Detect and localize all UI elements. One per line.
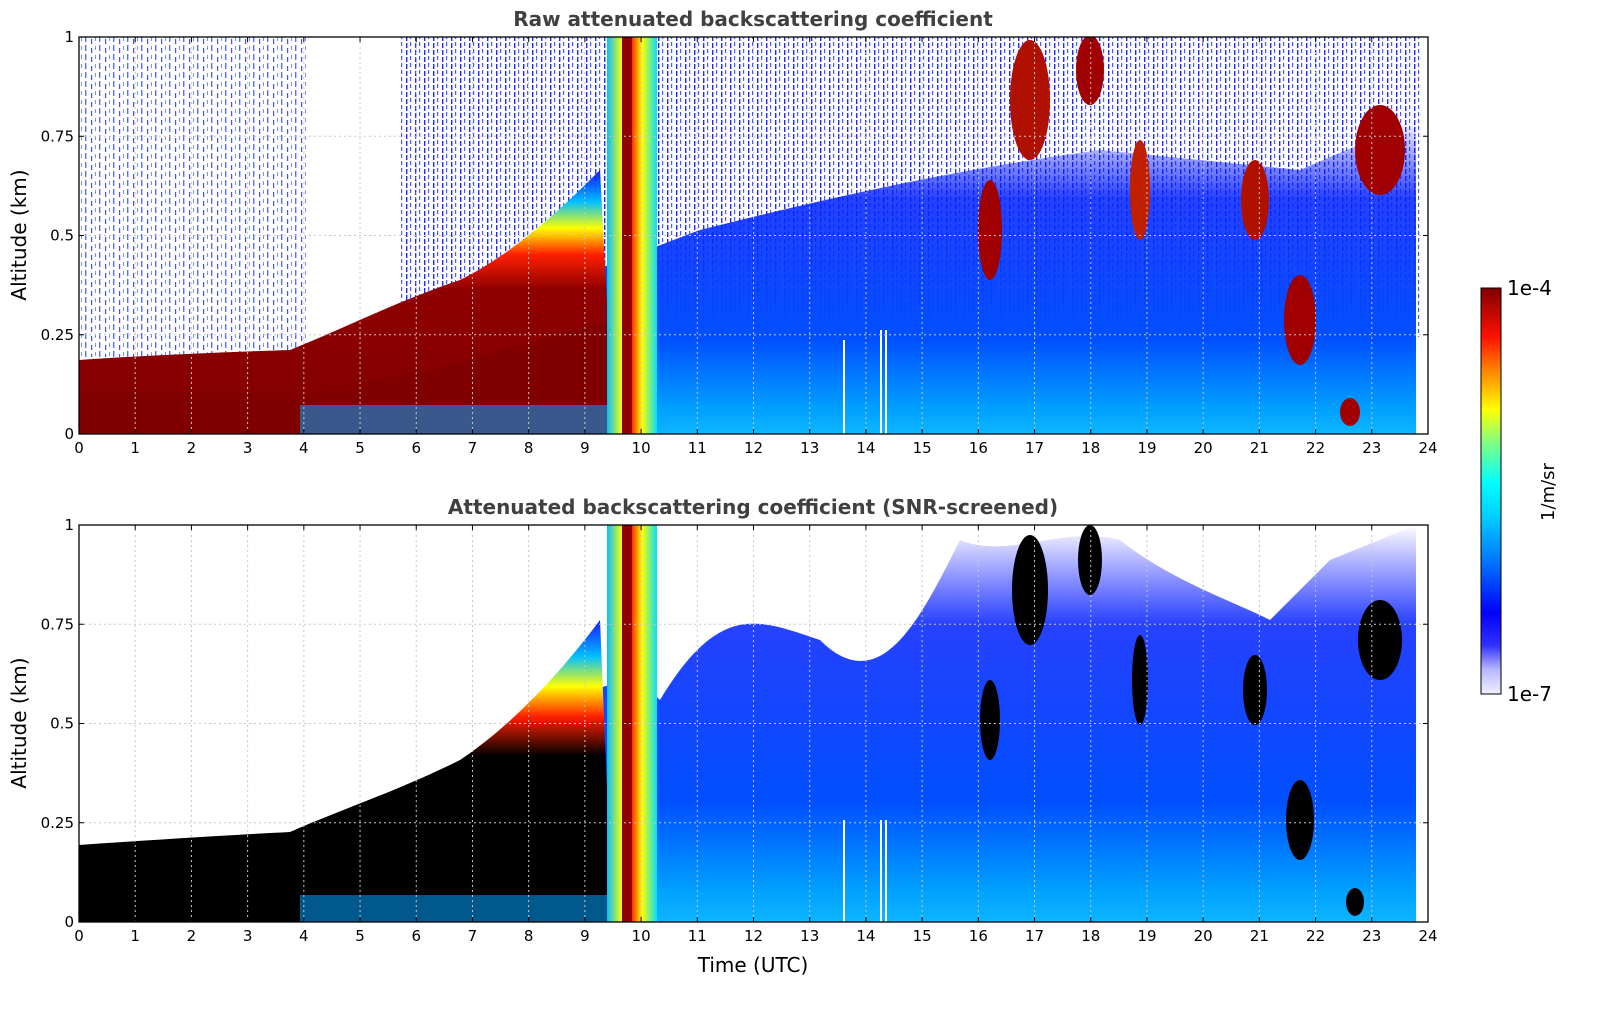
raw-y-ticks: 0 0.25 0.5 0.75 1 bbox=[41, 28, 1428, 443]
x-tick-label: 6 bbox=[411, 927, 421, 945]
x-tick-label: 4 bbox=[299, 439, 309, 457]
x-tick-label: 7 bbox=[468, 927, 478, 945]
colorbar-max-label: 1e-4 bbox=[1507, 276, 1552, 300]
screened-y-ticks: 0 0.25 0.5 0.75 1 bbox=[41, 516, 1428, 931]
x-tick-label: 20 bbox=[1194, 439, 1213, 457]
x-tick-label: 20 bbox=[1194, 927, 1213, 945]
x-tick-label: 19 bbox=[1137, 927, 1156, 945]
x-tick-label: 8 bbox=[524, 927, 534, 945]
x-tick-label: 12 bbox=[744, 927, 763, 945]
screened-backscatter-panel: Attenuated backscattering coefficient (S… bbox=[7, 495, 1438, 977]
colorbar: 1e-4 1e-7 1/m/sr bbox=[1480, 276, 1559, 706]
x-tick-label: 16 bbox=[969, 927, 988, 945]
x-tick-label: 17 bbox=[1025, 927, 1044, 945]
x-tick-label: 10 bbox=[632, 439, 651, 457]
x-tick-label: 16 bbox=[969, 439, 988, 457]
screened-panel-title: Attenuated backscattering coefficient (S… bbox=[448, 495, 1058, 519]
x-tick-label: 10 bbox=[632, 927, 651, 945]
x-tick-label: 13 bbox=[800, 927, 819, 945]
colorbar-unit-label: 1/m/sr bbox=[1538, 462, 1559, 520]
x-tick-label: 23 bbox=[1362, 439, 1381, 457]
y-tick-label: 0.75 bbox=[41, 127, 74, 145]
y-tick-label: 0.25 bbox=[41, 814, 74, 832]
y-tick-label: 0.5 bbox=[50, 715, 74, 733]
x-tick-label: 9 bbox=[580, 927, 590, 945]
x-tick-label: 23 bbox=[1362, 927, 1381, 945]
y-tick-label: 1 bbox=[64, 28, 74, 46]
x-tick-label: 0 bbox=[74, 927, 84, 945]
raw-backscatter-panel: Raw attenuated backscattering coefficien… bbox=[7, 7, 1438, 457]
screened-y-axis-label: Altitude (km) bbox=[7, 657, 31, 788]
x-tick-label: 22 bbox=[1306, 439, 1325, 457]
x-tick-label: 24 bbox=[1418, 927, 1437, 945]
colorbar-min-label: 1e-7 bbox=[1507, 682, 1552, 706]
x-tick-label: 22 bbox=[1306, 927, 1325, 945]
x-tick-label: 2 bbox=[187, 439, 197, 457]
y-tick-label: 0.5 bbox=[50, 227, 74, 245]
x-tick-label: 19 bbox=[1137, 439, 1156, 457]
x-tick-label: 17 bbox=[1025, 439, 1044, 457]
raw-gridlines bbox=[78, 36, 1429, 435]
y-tick-label: 0.75 bbox=[41, 615, 74, 633]
x-tick-label: 11 bbox=[688, 927, 707, 945]
raw-y-axis-label: Altitude (km) bbox=[7, 169, 31, 300]
x-tick-label: 12 bbox=[744, 439, 763, 457]
x-tick-label: 0 bbox=[74, 439, 84, 457]
colorbar-gradient bbox=[1480, 287, 1502, 695]
screened-x-ticks: 0 1 2 3 4 5 6 7 8 9 10 11 12 13 14 15 16 17 18 19 20 21 22 23 24 bbox=[74, 525, 1438, 945]
x-tick-label: 21 bbox=[1250, 439, 1269, 457]
x-tick-label: 2 bbox=[187, 927, 197, 945]
x-tick-label: 15 bbox=[913, 439, 932, 457]
y-tick-label: 0 bbox=[64, 913, 74, 931]
x-tick-label: 15 bbox=[913, 927, 932, 945]
x-tick-label: 21 bbox=[1250, 927, 1269, 945]
x-axis-label: Time (UTC) bbox=[697, 953, 809, 977]
y-tick-label: 1 bbox=[64, 516, 74, 534]
x-tick-label: 6 bbox=[411, 439, 421, 457]
raw-x-ticks: 0 1 2 3 4 5 6 7 8 9 10 11 12 13 14 15 16 17 18 19 20 21 22 23 24 bbox=[74, 37, 1438, 457]
x-tick-label: 8 bbox=[524, 439, 534, 457]
x-tick-label: 3 bbox=[243, 439, 253, 457]
x-tick-label: 1 bbox=[130, 439, 140, 457]
x-tick-label: 18 bbox=[1081, 439, 1100, 457]
x-tick-label: 4 bbox=[299, 927, 309, 945]
raw-panel-title: Raw attenuated backscattering coefficien… bbox=[513, 7, 993, 31]
y-tick-label: 0.25 bbox=[41, 326, 74, 344]
x-tick-label: 24 bbox=[1418, 439, 1437, 457]
x-tick-label: 7 bbox=[468, 439, 478, 457]
x-tick-label: 18 bbox=[1081, 927, 1100, 945]
y-tick-label: 0 bbox=[64, 425, 74, 443]
x-tick-label: 5 bbox=[355, 439, 365, 457]
x-tick-label: 11 bbox=[688, 439, 707, 457]
raw-heatmap bbox=[79, 37, 1428, 434]
x-tick-label: 13 bbox=[800, 439, 819, 457]
x-tick-label: 3 bbox=[243, 927, 253, 945]
x-tick-label: 1 bbox=[130, 927, 140, 945]
x-tick-label: 14 bbox=[856, 439, 875, 457]
x-tick-label: 9 bbox=[580, 439, 590, 457]
x-tick-label: 5 bbox=[355, 927, 365, 945]
x-tick-label: 14 bbox=[856, 927, 875, 945]
